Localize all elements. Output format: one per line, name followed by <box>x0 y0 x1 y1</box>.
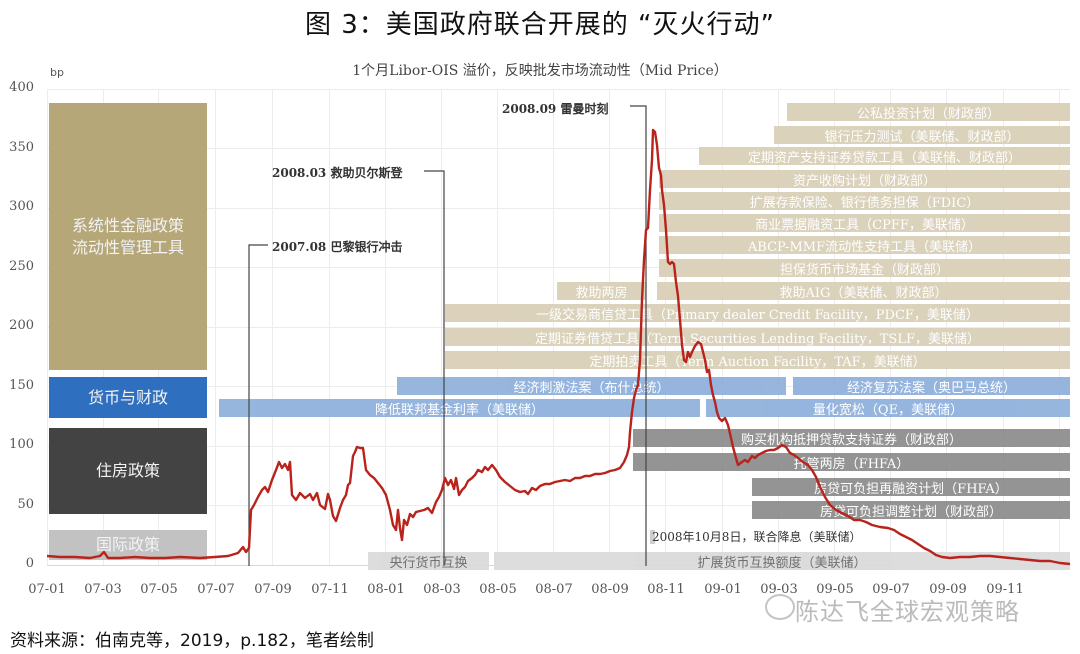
x-tick-label: 08-05 <box>479 582 517 597</box>
gridline-v <box>272 89 273 566</box>
policy-bar: 担保货币市场基金（财政部） <box>659 259 1070 277</box>
x-tick-label: 09-03 <box>760 582 798 597</box>
event-line-lehman <box>630 105 647 566</box>
source-note: 资料来源：伯南克等，2019，p.182，笔者绘制 <box>10 631 374 651</box>
rate-cut-note: 2008年10月8日，联合降息（美联储） <box>652 530 862 544</box>
x-tick-label: 07-03 <box>84 582 122 597</box>
gridline-v <box>946 89 947 566</box>
policy-bar: 公私投资计划（财政部） <box>787 103 1070 121</box>
category-housing: 住房政策 <box>49 428 207 514</box>
policy-bar: 救助两房 <box>557 282 646 300</box>
gridline-200 <box>47 327 1070 328</box>
gridline-v <box>47 89 48 566</box>
gridline-250 <box>47 267 1070 268</box>
y-tick-label: 150 <box>9 378 34 393</box>
policy-bar: 定期资产支持证券贷款工具（美联储、财政部） <box>699 147 1070 165</box>
policy-bar: 房贷可负担再融资计划（FHFA） <box>752 478 1070 496</box>
note-marker <box>650 530 655 544</box>
gridline-350 <box>47 148 1070 149</box>
x-tick-label: 07-11 <box>311 582 349 597</box>
y-tick-label: 300 <box>9 199 34 214</box>
y-axis-unit: bp <box>50 66 64 79</box>
figure-title: 图 3：美国政府联合开展的 “灭火行动” <box>304 10 775 40</box>
gridline-v <box>722 89 723 566</box>
policy-bar: ABCP-MMF流动性支持工具（美联储） <box>659 236 1070 254</box>
gridline-v <box>609 89 610 566</box>
gridline-v <box>215 89 216 566</box>
x-tick-label: 09-09 <box>929 582 967 597</box>
event-line-bnp <box>248 244 268 566</box>
gridline-v <box>497 89 498 566</box>
wechat-icon <box>765 594 795 620</box>
x-tick-label: 08-01 <box>367 582 405 597</box>
x-tick-label: 08-09 <box>591 582 629 597</box>
x-tick-label: 07-01 <box>28 582 66 597</box>
y-tick-label: 50 <box>17 497 34 512</box>
x-tick-label: 08-03 <box>423 582 461 597</box>
gridline-400 <box>47 89 1070 90</box>
category-systemic-financial: 系统性金融政策 流动性管理工具 <box>49 103 207 370</box>
y-tick-label: 100 <box>9 437 34 452</box>
policy-bar: 量化宽松（QE，美联储） <box>706 399 1070 417</box>
watermark: 陈达飞全球宏观策略 <box>795 598 1020 626</box>
gridline-v <box>834 89 835 566</box>
gridline-v <box>441 89 442 566</box>
category-monetary-fiscal: 货币与财政 <box>49 377 207 418</box>
gridline-100 <box>47 446 1070 447</box>
gridline-v <box>1003 89 1004 566</box>
event-line-bear-stearns <box>424 170 445 566</box>
libor-ois-line <box>46 128 1071 566</box>
y-tick-label: 250 <box>9 259 34 274</box>
gridline-v <box>890 89 891 566</box>
x-tick-label: 08-11 <box>647 582 685 597</box>
gridline-50 <box>47 505 1070 506</box>
event-label-lehman: 2008.09 雷曼时刻 <box>502 102 609 116</box>
y-tick-label: 200 <box>9 318 34 333</box>
x-tick-label: 07-09 <box>254 582 292 597</box>
y-tick-label: 350 <box>9 140 34 155</box>
event-label-bear-stearns: 2008.03 救助贝尔斯登 <box>272 166 403 180</box>
gridline-v <box>329 89 330 566</box>
y-tick-label: 400 <box>9 80 34 95</box>
x-tick-label: 07-05 <box>140 582 178 597</box>
policy-bar: 定期拍卖工具（Term Auction Facility，TAF，美联储） <box>445 351 1070 369</box>
policy-bar: 托管两房（FHFA） <box>633 453 1070 471</box>
policy-bar: 一级交易商信贷工具（Primary dealer Credit Facility… <box>445 304 1070 322</box>
policy-bar: 经济复苏法案（奥巴马总统） <box>793 377 1070 395</box>
x-tick-label: 09-05 <box>816 582 854 597</box>
policy-bar: 银行压力测试（美联储、财政部） <box>774 126 1070 144</box>
gridline-v <box>665 89 666 566</box>
gridline-v <box>1059 89 1060 566</box>
gridline-v <box>778 89 779 566</box>
gridline-300 <box>47 208 1070 209</box>
policy-bar: 资产收购计划（财政部） <box>659 170 1070 188</box>
event-label-bnp: 2007.08 巴黎银行冲击 <box>272 240 403 254</box>
policy-bar: 央行货币互换 <box>368 552 489 570</box>
policy-bar: 扩展货币互换额度（美联储） <box>494 552 1070 570</box>
policy-bar: 经济刺激法案（布什总统） <box>397 377 786 395</box>
category-international: 国际政策 <box>49 530 207 560</box>
x-tick-label: 09-07 <box>872 582 910 597</box>
policy-bar: 降低联邦基金利率（美联储） <box>219 399 700 417</box>
x-tick-label: 09-01 <box>704 582 742 597</box>
x-tick-label: 07-07 <box>197 582 235 597</box>
gridline-v <box>385 89 386 566</box>
x-tick-label: 08-07 <box>535 582 573 597</box>
x-tick-label: 09-11 <box>986 582 1024 597</box>
policy-bar: 救助AIG（美联储、财政部） <box>657 282 1070 300</box>
gridline-v <box>553 89 554 566</box>
policy-bar: 购买机构抵押贷款支持证券（财政部） <box>633 429 1070 447</box>
y-tick-label: 0 <box>25 556 34 571</box>
policy-bar: 扩展存款保险、银行债务担保（FDIC） <box>659 192 1070 210</box>
chart-title: 1个月Libor-OIS 溢价，反映批发市场流动性（Mid Price） <box>352 63 728 79</box>
policy-bar: 商业票据融资工具（CPFF，美联储） <box>659 214 1070 232</box>
